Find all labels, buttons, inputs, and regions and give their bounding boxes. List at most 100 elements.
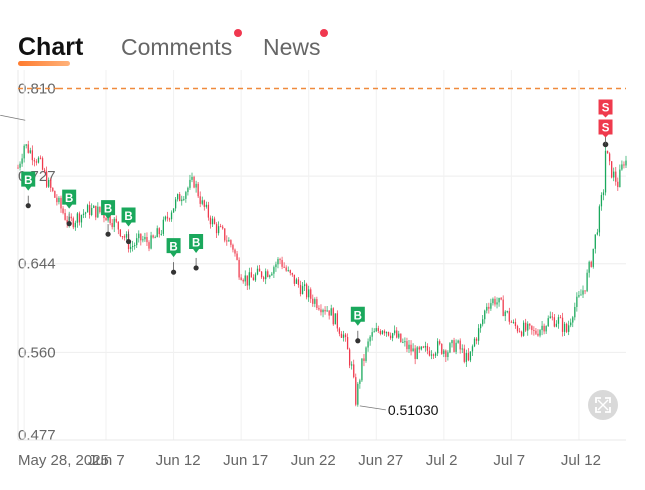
candle-body <box>201 200 203 204</box>
candle-body <box>396 330 398 338</box>
candle-body <box>191 176 193 180</box>
candle-body <box>480 324 482 329</box>
candle-body <box>512 322 515 324</box>
candle-body <box>332 308 334 325</box>
candle-body <box>88 205 91 215</box>
candle-body <box>500 297 502 300</box>
candle-body <box>561 317 564 332</box>
candle-body <box>414 348 416 359</box>
candle-body <box>445 350 447 357</box>
candle-body <box>203 200 205 207</box>
candle-body <box>80 214 83 223</box>
candle-body <box>285 267 287 271</box>
candle-body <box>369 336 371 342</box>
candle-body <box>584 290 586 292</box>
candle-body <box>314 299 316 304</box>
candle-body <box>78 213 81 223</box>
candle-body <box>355 377 357 405</box>
candle-body <box>504 311 506 317</box>
candle-body <box>334 313 336 325</box>
candle-body <box>267 271 269 277</box>
candle-body <box>598 206 601 233</box>
sell-marker[interactable] <box>598 99 613 118</box>
candle-body <box>361 358 363 381</box>
candle-body <box>305 284 308 298</box>
candle-body <box>379 331 381 335</box>
candle-body <box>484 310 486 320</box>
candle-body <box>420 346 422 350</box>
candle-body <box>177 194 179 200</box>
candle-body <box>248 272 250 286</box>
x-tick-label: Jun 7 <box>88 452 125 469</box>
candle-body <box>475 338 478 341</box>
candle-body <box>432 354 435 356</box>
sell-marker[interactable] <box>598 119 613 138</box>
buy-marker-dot <box>355 338 361 344</box>
candle-body <box>144 237 146 240</box>
candle-body <box>322 309 324 313</box>
candle-body <box>166 216 169 219</box>
buy-marker-label: B <box>169 242 177 254</box>
zoom-button[interactable] <box>588 390 618 420</box>
buy-marker[interactable] <box>166 238 181 258</box>
tab-comments[interactable]: Comments <box>121 34 233 60</box>
candle-body <box>154 237 156 239</box>
buy-marker[interactable] <box>189 233 204 253</box>
candle-body <box>535 330 537 334</box>
candle-body <box>244 275 246 282</box>
buy-marker[interactable] <box>62 189 77 209</box>
candle-body <box>291 273 293 275</box>
buy-marker[interactable] <box>121 207 136 227</box>
buy-marker[interactable] <box>101 200 116 220</box>
candle-body <box>383 330 386 334</box>
candle-body <box>502 299 504 317</box>
candle-body <box>316 299 318 308</box>
candle-body <box>602 192 605 196</box>
candle-body <box>365 347 367 361</box>
candle-body <box>48 179 50 187</box>
candle-body <box>498 297 500 303</box>
y-tick-label: 0.560 <box>18 344 56 361</box>
candle-body <box>576 296 578 307</box>
buy-marker-label: B <box>354 310 362 322</box>
candle-body <box>465 353 467 362</box>
candle-body <box>43 169 46 172</box>
candle-body <box>64 212 66 220</box>
candle-body <box>437 341 439 354</box>
candle-body <box>592 248 594 267</box>
candle-body <box>301 286 304 295</box>
candle-body <box>213 218 216 225</box>
candle-body <box>310 289 312 299</box>
candle-body <box>408 344 410 350</box>
candle-body <box>37 157 40 163</box>
candle-body <box>217 226 220 234</box>
candle-body <box>224 228 226 241</box>
candle-body <box>492 298 494 304</box>
buy-marker[interactable] <box>21 171 36 191</box>
candle-body <box>62 208 64 213</box>
candle-body <box>588 261 590 273</box>
candle-body <box>387 331 390 336</box>
candle-body <box>428 350 431 356</box>
candle-body <box>594 234 596 249</box>
buy-marker[interactable] <box>350 306 365 326</box>
candle-body <box>279 259 281 261</box>
candle-body <box>342 334 345 338</box>
candle-body <box>549 316 551 319</box>
candle-body <box>193 176 195 188</box>
candle-body <box>373 331 375 333</box>
tab-chart[interactable]: Chart <box>18 33 84 61</box>
candle-body <box>117 221 119 230</box>
candle-body <box>150 235 152 249</box>
candle-body <box>52 187 54 191</box>
candle-body <box>606 150 609 154</box>
tab-news[interactable]: News <box>263 34 321 60</box>
candle-body <box>250 272 253 278</box>
candle-body <box>60 197 62 209</box>
candle-body <box>236 253 238 260</box>
candle-body <box>195 183 197 188</box>
candle-body <box>146 237 148 243</box>
candle-body <box>451 340 453 344</box>
candle-body <box>402 341 404 343</box>
